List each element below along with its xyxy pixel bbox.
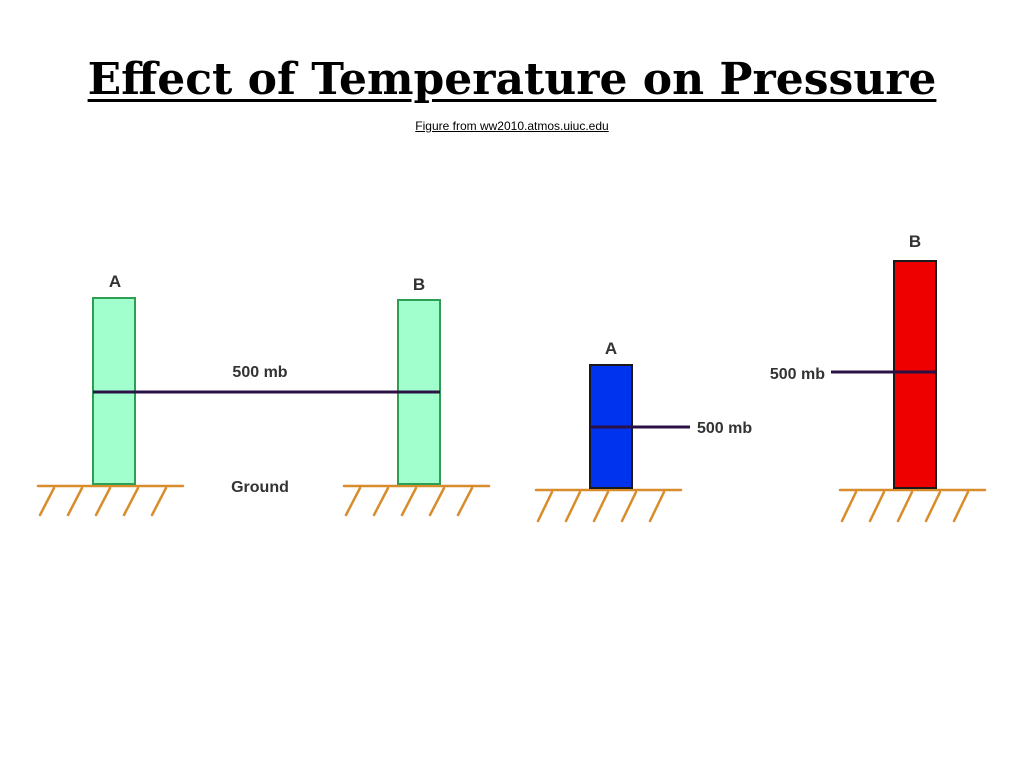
column-b-label-warm: B [909,232,921,251]
ground-cold [534,488,683,523]
ground-label: Ground [231,479,289,496]
figure-credit: Figure from ww2010.atmos.uiuc.edu [415,119,609,133]
ground-right [342,484,491,517]
pressure-label-warm: 500 mb [770,366,825,383]
ground-warm [838,488,987,523]
warm-column-panel: B 500 mb [770,232,987,523]
equal-temperature-panel: A B 500 mb Ground [36,272,491,517]
pressure-label: 500 mb [232,364,287,381]
pressure-label-cold: 500 mb [697,420,752,437]
ground-left [36,484,185,517]
column-b-label: B [413,275,425,294]
cold-column-panel: A 500 mb [534,339,752,523]
column-a-label: A [109,272,121,291]
slide-title: Effect of Temperature on Pressure [87,54,937,105]
column-b-warm [893,260,937,489]
column-a-label-cold: A [605,339,617,358]
